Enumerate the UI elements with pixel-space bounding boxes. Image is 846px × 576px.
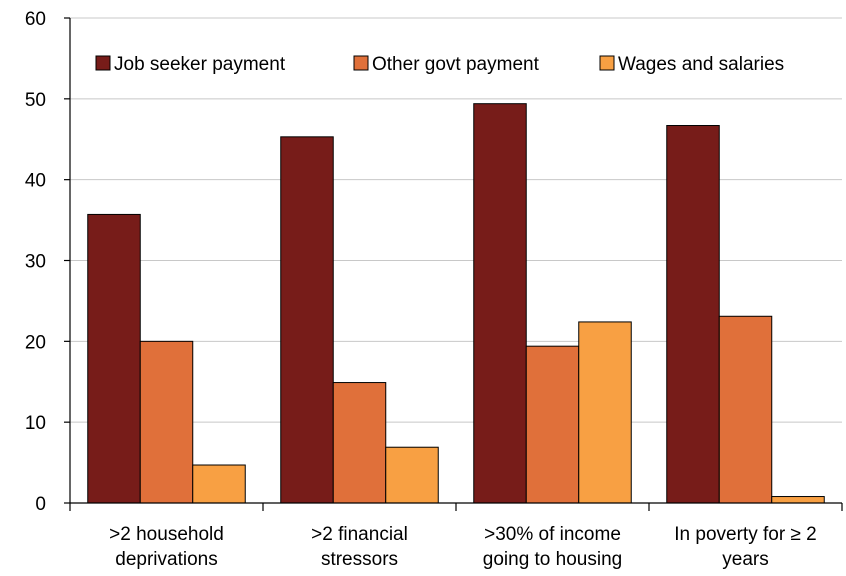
legend-label: Wages and salaries [618,54,784,75]
legend: Job seeker payment Other govt payment Wage… [95,54,784,75]
legend-swatch [353,55,369,71]
legend-label: Other govt payment [372,54,540,75]
legend-swatch [599,55,615,71]
y-tick-label: 30 [25,252,46,273]
bar [385,446,439,504]
y-tick-label: 50 [25,90,46,111]
bar [666,125,720,504]
y-tick-label: 0 [35,494,46,515]
y-tick-label: 20 [25,332,46,353]
bars [87,103,825,504]
y-tick-label: 40 [25,171,46,192]
x-category-label: >2 household deprivations [109,524,224,570]
bar [280,136,334,504]
y-axis-ticks: 0 10 20 30 40 50 60 [25,9,70,515]
legend-item: Job seeker payment [95,54,286,75]
bar [718,315,773,504]
bar [771,496,825,504]
bar [578,321,632,504]
legend-item: Wages and salaries [599,54,784,75]
legend-swatch [95,55,111,71]
bar [87,213,141,504]
bar [332,382,387,504]
x-category-label: >2 financial stressors [311,524,408,570]
legend-label: Job seeker payment [114,54,286,75]
x-category-label: In poverty for ≥ 2 years [674,524,816,570]
x-category-label: >30% of income going to housing [483,524,622,570]
x-axis-categories: >2 household deprivations >2 financial stre… [69,503,843,570]
y-tick-label: 10 [25,413,46,434]
legend-item: Other govt payment [353,54,540,75]
bar [525,345,580,504]
y-tick-label: 60 [25,9,46,30]
bar [139,340,194,504]
bar [192,464,246,504]
bar [473,103,527,504]
